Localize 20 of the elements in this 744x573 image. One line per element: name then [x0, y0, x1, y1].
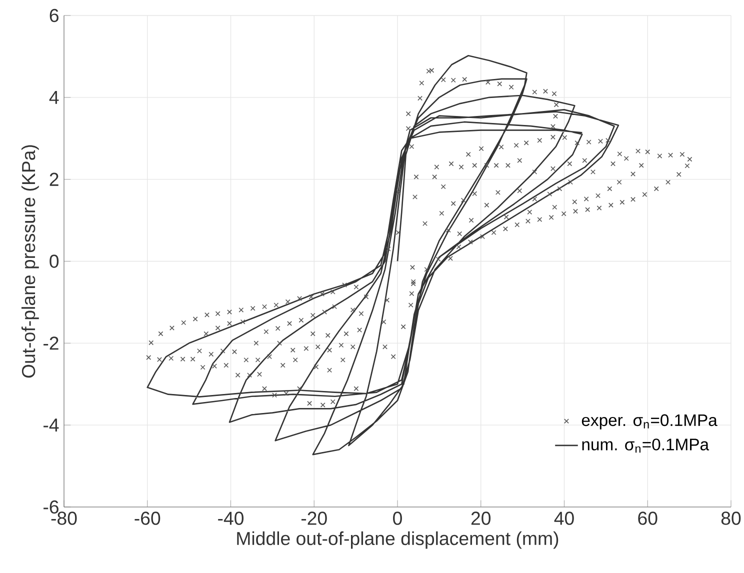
y-tick-label: 0	[50, 254, 59, 268]
y-tick-label: 4	[49, 90, 59, 104]
y-axis-title: Out-of-plane pressure (KPa)	[21, 145, 39, 378]
legend-label: exper. σ$_{n}$=0.1MPa	[582, 414, 718, 430]
x-tick-label: 40	[554, 512, 574, 525]
y-tick-label: 2	[50, 172, 58, 186]
y-tick-label: -2	[44, 336, 58, 350]
x-tick-label: 0	[393, 512, 402, 525]
x-axis-title: Middle out-of-plane displacement (mm)	[237, 531, 558, 549]
x-tick-label: -80	[51, 512, 77, 525]
x-tick-label: 20	[471, 512, 491, 525]
x-tick-label: -40	[218, 512, 244, 525]
y-tick-label: -4	[44, 418, 59, 432]
y-tick-label: 6	[50, 8, 58, 22]
x-tick-label: -60	[134, 512, 160, 525]
x-tick-label: 60	[638, 512, 658, 525]
legend-label: num. σ$_{n}$=0.1MPa	[582, 438, 710, 453]
x-tick-label: 80	[721, 512, 741, 525]
x-tick-label: -20	[301, 512, 327, 525]
y-tick-label: -6	[44, 500, 58, 514]
